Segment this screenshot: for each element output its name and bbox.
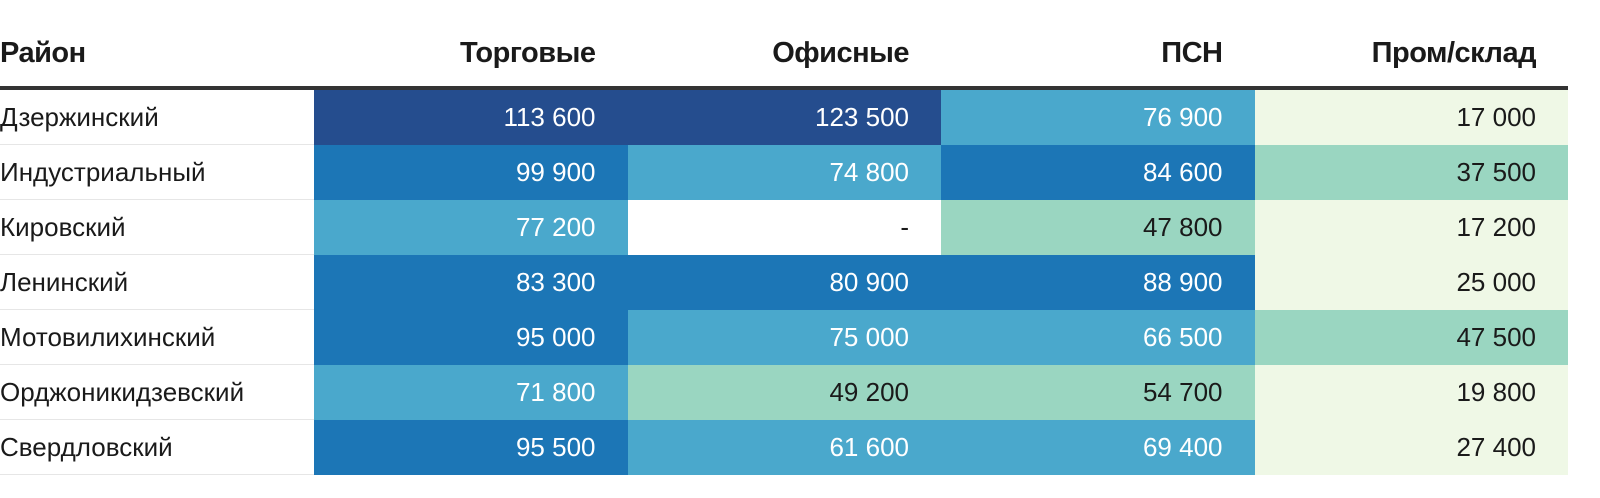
value-cell: 80 900 [627, 254, 941, 310]
value-cell: 95 000 [314, 309, 628, 365]
district-cell: Кировский [0, 199, 314, 255]
data-table: Район Торговые Офисные ПСН Пром/склад Дз… [0, 20, 1568, 475]
district-cell: Мотовилихинский [0, 309, 314, 365]
value-cell: 69 400 [941, 419, 1255, 475]
table-row: Кировский 77 200 - 47 800 17 200 [0, 199, 1568, 255]
value-cell: 84 600 [941, 144, 1255, 200]
district-cell: Орджоникидзевский [0, 364, 314, 420]
value-cell: 99 900 [314, 144, 628, 200]
value-cell: 37 500 [1254, 144, 1568, 200]
column-header-district: Район [0, 20, 314, 90]
value-cell: 95 500 [314, 419, 628, 475]
value-cell: - [627, 199, 941, 255]
value-cell: 19 800 [1254, 364, 1568, 420]
value-cell: 27 400 [1254, 419, 1568, 475]
value-cell: 49 200 [627, 364, 941, 420]
value-cell: 75 000 [627, 309, 941, 365]
value-cell: 54 700 [941, 364, 1255, 420]
column-header-psn: ПСН [941, 20, 1255, 90]
value-cell: 77 200 [314, 199, 628, 255]
header-row: Район Торговые Офисные ПСН Пром/склад [0, 20, 1568, 90]
table-body: Дзержинский 113 600 123 500 76 900 17 00… [0, 88, 1568, 475]
table-row: Дзержинский 113 600 123 500 76 900 17 00… [0, 88, 1568, 145]
value-cell: 61 600 [627, 419, 941, 475]
value-cell: 76 900 [941, 88, 1255, 145]
table-row: Индустриальный 99 900 74 800 84 600 37 5… [0, 144, 1568, 200]
value-cell: 88 900 [941, 254, 1255, 310]
value-cell: 47 500 [1254, 309, 1568, 365]
column-header-retail: Торговые [314, 20, 628, 90]
value-cell: 66 500 [941, 309, 1255, 365]
table-row: Ленинский 83 300 80 900 88 900 25 000 [0, 254, 1568, 310]
column-header-industrial-warehouse: Пром/склад [1254, 20, 1568, 90]
table-header: Район Торговые Офисные ПСН Пром/склад [0, 20, 1568, 90]
table-row: Мотовилихинский 95 000 75 000 66 500 47 … [0, 309, 1568, 365]
value-cell: 113 600 [314, 88, 628, 145]
value-cell: 83 300 [314, 254, 628, 310]
value-cell: 123 500 [627, 88, 941, 145]
column-header-office: Офисные [627, 20, 941, 90]
district-cell: Свердловский [0, 419, 314, 475]
value-cell: 17 200 [1254, 199, 1568, 255]
district-cell: Индустриальный [0, 144, 314, 200]
value-cell: 25 000 [1254, 254, 1568, 310]
district-cell: Ленинский [0, 254, 314, 310]
table-row: Свердловский 95 500 61 600 69 400 27 400 [0, 419, 1568, 475]
value-cell: 47 800 [941, 199, 1255, 255]
table-row: Орджоникидзевский 71 800 49 200 54 700 1… [0, 364, 1568, 420]
value-cell: 74 800 [627, 144, 941, 200]
value-cell: 71 800 [314, 364, 628, 420]
value-cell: 17 000 [1254, 88, 1568, 145]
district-cell: Дзержинский [0, 88, 314, 145]
